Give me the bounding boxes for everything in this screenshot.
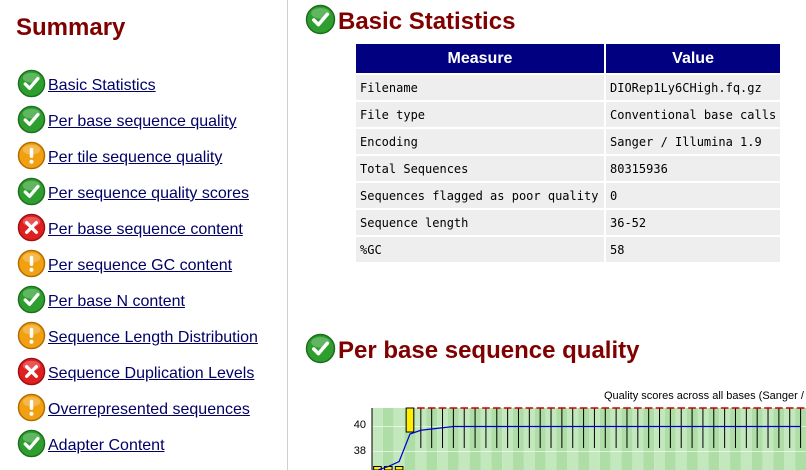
table-row: Encoding Sanger / Illumina 1.9 xyxy=(356,129,781,154)
module-item: Per tile sequence quality xyxy=(17,140,258,176)
table-row: Total Sequences 80315936 xyxy=(356,156,781,181)
measure-cell: File type xyxy=(356,102,604,127)
pass-icon xyxy=(17,69,48,103)
value-cell: DIORep1Ly6CHigh.fq.gz xyxy=(606,75,781,100)
mean-line xyxy=(377,425,801,470)
module-item: Per sequence GC content xyxy=(17,248,258,284)
table-row: File type Conventional base calls xyxy=(356,102,781,127)
chart-plot-area xyxy=(371,407,806,470)
module-link[interactable]: Adapter Content xyxy=(48,437,165,454)
module-list: Basic Statistics Per base sequence qualit… xyxy=(17,68,258,464)
module-link[interactable]: Sequence Duplication Levels xyxy=(48,365,255,382)
warn-icon xyxy=(17,321,48,355)
basic-statistics-table: Measure Value Filename DIORep1Ly6CHigh.fq… xyxy=(354,42,782,264)
fail-icon xyxy=(17,357,48,391)
background-stripe xyxy=(382,408,394,470)
pass-icon xyxy=(17,105,48,139)
table-header-row: Measure Value xyxy=(356,44,781,73)
value-cell: 36-52 xyxy=(606,210,781,235)
table-row: %GC 58 xyxy=(356,237,781,262)
table-row: Sequences flagged as poor quality 0 xyxy=(356,183,781,208)
value-column-header: Value xyxy=(606,44,781,73)
module-item: Sequence Length Distribution xyxy=(17,320,258,356)
summary-sidebar: Summary Basic Statistics Per base sequenc… xyxy=(0,0,288,470)
pass-icon xyxy=(17,429,48,463)
measure-cell: Sequences flagged as poor quality xyxy=(356,183,604,208)
measure-cell: Encoding xyxy=(356,129,604,154)
module-item: Basic Statistics xyxy=(17,68,258,104)
value-cell: Sanger / Illumina 1.9 xyxy=(606,129,781,154)
pass-icon xyxy=(305,4,338,40)
background-stripe xyxy=(372,408,383,470)
module-item: Adapter Content xyxy=(17,428,258,464)
value-cell: 58 xyxy=(606,237,781,262)
module-link[interactable]: Basic Statistics xyxy=(48,77,156,94)
module-item: Per base N content xyxy=(17,284,258,320)
background-stripe xyxy=(393,408,405,470)
table-row: Filename DIORep1Ly6CHigh.fq.gz xyxy=(356,75,781,100)
summary-title: Summary xyxy=(16,14,126,41)
module-item: Per sequence quality scores xyxy=(17,176,258,212)
fail-icon xyxy=(17,213,48,247)
measure-column-header: Measure xyxy=(356,44,604,73)
module-item: Per base sequence quality xyxy=(17,104,258,140)
module-link[interactable]: Per base sequence content xyxy=(48,221,243,238)
basic-statistics-body: Filename DIORep1Ly6CHigh.fq.gz File type Co… xyxy=(356,75,781,262)
module-link[interactable]: Per sequence GC content xyxy=(48,257,233,274)
warn-icon xyxy=(17,141,48,175)
measure-cell: Filename xyxy=(356,75,604,100)
box-mark xyxy=(373,466,382,470)
pass-icon xyxy=(17,177,48,211)
chart-title: Quality scores across all bases (Sanger … xyxy=(604,390,806,402)
box-mark xyxy=(405,407,415,433)
per-base-quality-header: Per base sequence quality xyxy=(305,333,639,369)
pass-icon xyxy=(305,333,338,369)
measure-cell: Total Sequences xyxy=(356,156,604,181)
pass-icon xyxy=(17,285,48,319)
measure-cell: %GC xyxy=(356,237,604,262)
measure-cell: Sequence length xyxy=(356,210,604,235)
table-row: Sequence length 36-52 xyxy=(356,210,781,235)
module-link[interactable]: Overrepresented sequences xyxy=(48,401,250,418)
module-link[interactable]: Per sequence quality scores xyxy=(48,185,249,202)
basic-statistics-header: Basic Statistics xyxy=(305,4,515,40)
module-item: Overrepresented sequences xyxy=(17,392,258,428)
box-mark xyxy=(394,466,404,470)
background-stripe xyxy=(404,408,416,470)
value-cell: 0 xyxy=(606,183,781,208)
per-base-quality-title: Per base sequence quality xyxy=(338,337,640,364)
value-cell: Conventional base calls xyxy=(606,102,781,127)
y-tick-label-38: 38 xyxy=(354,445,366,457)
basic-statistics-title: Basic Statistics xyxy=(338,8,516,35)
quality-chart: Quality scores across all bases (Sanger … xyxy=(354,390,806,470)
module-link[interactable]: Per base sequence quality xyxy=(48,113,237,130)
module-link[interactable]: Sequence Length Distribution xyxy=(48,329,258,346)
y-tick-label-40: 40 xyxy=(354,419,366,431)
value-cell: 80315936 xyxy=(606,156,781,181)
module-item: Per base sequence content xyxy=(17,212,258,248)
report-main: Basic Statistics Measure Value Filename D… xyxy=(288,0,806,470)
warn-icon xyxy=(17,393,48,427)
warn-icon xyxy=(17,249,48,283)
module-item: Sequence Duplication Levels xyxy=(17,356,258,392)
module-link[interactable]: Per base N content xyxy=(48,293,185,310)
module-link[interactable]: Per tile sequence quality xyxy=(48,149,223,166)
